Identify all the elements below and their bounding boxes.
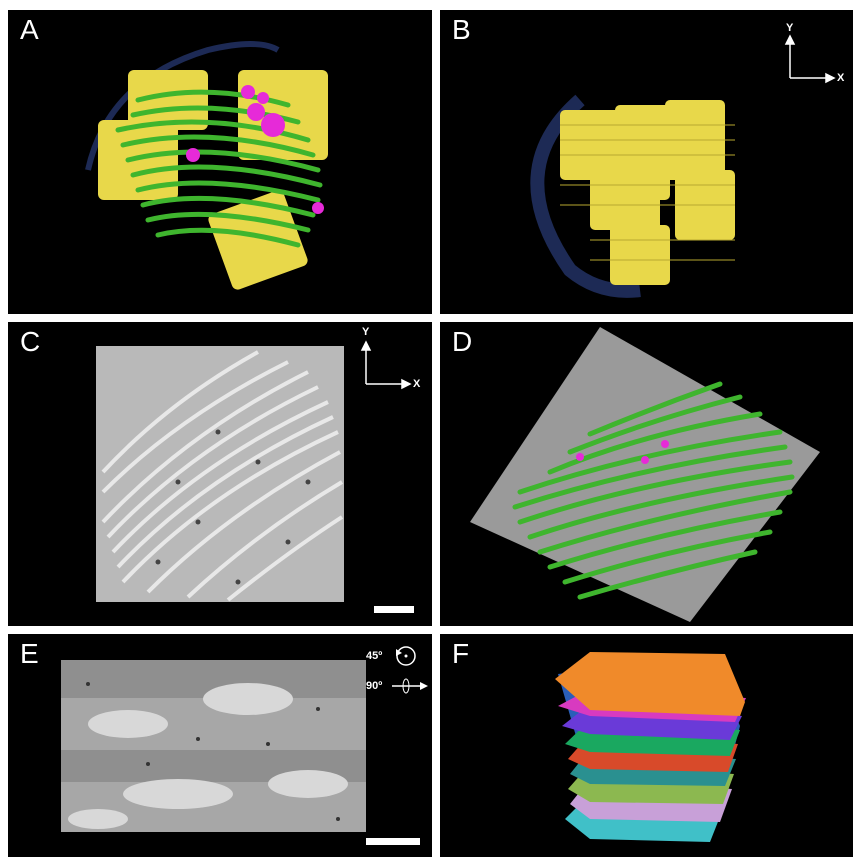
- panel-c-letter: C: [20, 326, 41, 357]
- panel-b: B Y X: [440, 10, 853, 314]
- panel-e-letter: E: [20, 638, 39, 669]
- panel-d-render: [470, 327, 820, 622]
- panel-d-letter: D: [452, 326, 473, 357]
- panel-a: A: [8, 10, 432, 314]
- panel-f: F: [440, 634, 853, 857]
- panel-c: C Y X: [8, 322, 432, 626]
- panel-d: D: [440, 322, 853, 626]
- panel-e-micrograph: [61, 646, 428, 832]
- panel-c-micrograph: [96, 340, 412, 602]
- panel-c-y-axis-label: Y: [362, 326, 370, 338]
- panel-a-letter: A: [20, 14, 39, 45]
- panel-f-render: [555, 652, 746, 842]
- panel-e: E 45º 90º: [8, 634, 432, 857]
- panel-b-y-axis-label: Y: [786, 22, 794, 34]
- panel-b-render: [530, 34, 836, 298]
- rotation-90-label: 90º: [366, 680, 383, 692]
- panel-c-scale-bar: [374, 606, 414, 613]
- panel-b-letter: B: [452, 14, 471, 45]
- rotation-45-label: 45º: [366, 650, 383, 662]
- panel-c-x-axis-label: X: [413, 378, 421, 390]
- panel-b-x-axis-label: X: [837, 72, 845, 84]
- panel-a-render: [85, 41, 328, 290]
- panel-f-letter: F: [452, 638, 470, 669]
- panel-e-scale-bar: [366, 838, 420, 845]
